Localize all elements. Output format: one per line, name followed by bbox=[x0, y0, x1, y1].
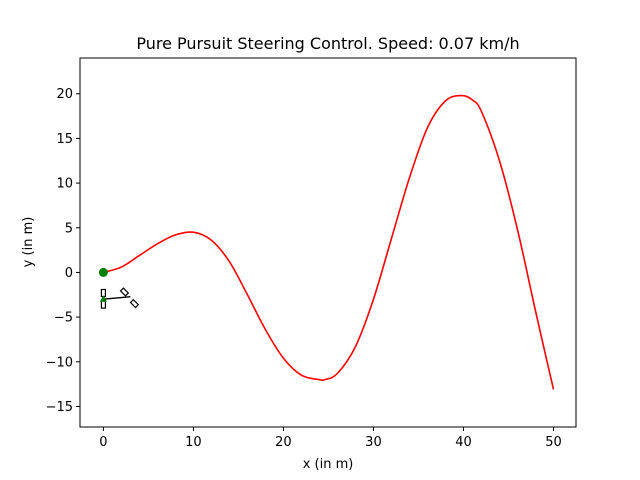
vehicle-front-wheel-right bbox=[129, 298, 140, 309]
x-tick-label: 40 bbox=[455, 435, 472, 450]
x-tick-label: 0 bbox=[99, 435, 107, 450]
x-tick-label: 10 bbox=[185, 435, 202, 450]
vehicle-position-marker bbox=[99, 295, 107, 302]
y-tick-label: 5 bbox=[65, 221, 73, 236]
y-tick-label: −5 bbox=[54, 311, 73, 326]
x-tick-label: 30 bbox=[365, 435, 382, 450]
y-tick-label: −10 bbox=[46, 355, 73, 370]
axes-frame bbox=[79, 57, 577, 428]
y-tick-label: −15 bbox=[46, 400, 73, 415]
start-point-marker bbox=[98, 267, 108, 277]
y-axis-label: y (in m) bbox=[21, 217, 36, 268]
chart-title: Pure Pursuit Steering Control. Speed: 0.… bbox=[136, 34, 519, 53]
x-axis-label: x (in m) bbox=[303, 457, 354, 472]
x-tick-label: 20 bbox=[275, 435, 292, 450]
vehicle-rear-wheel-right bbox=[100, 300, 107, 309]
vehicle-front-wheel-left bbox=[119, 287, 130, 297]
y-tick-label: 15 bbox=[56, 132, 73, 147]
y-tick-label: 10 bbox=[56, 177, 73, 192]
x-tick-label: 50 bbox=[545, 435, 562, 450]
vehicle-chassis bbox=[103, 296, 131, 300]
plot-area bbox=[98, 94, 555, 390]
reference-path-line bbox=[103, 94, 555, 390]
x-axis: 0 10 20 30 40 50 bbox=[99, 427, 562, 450]
y-tick-label: 0 bbox=[65, 266, 73, 281]
y-axis: −15 −10 −5 0 5 10 15 20 bbox=[46, 87, 80, 415]
y-tick-label: 20 bbox=[56, 87, 73, 102]
